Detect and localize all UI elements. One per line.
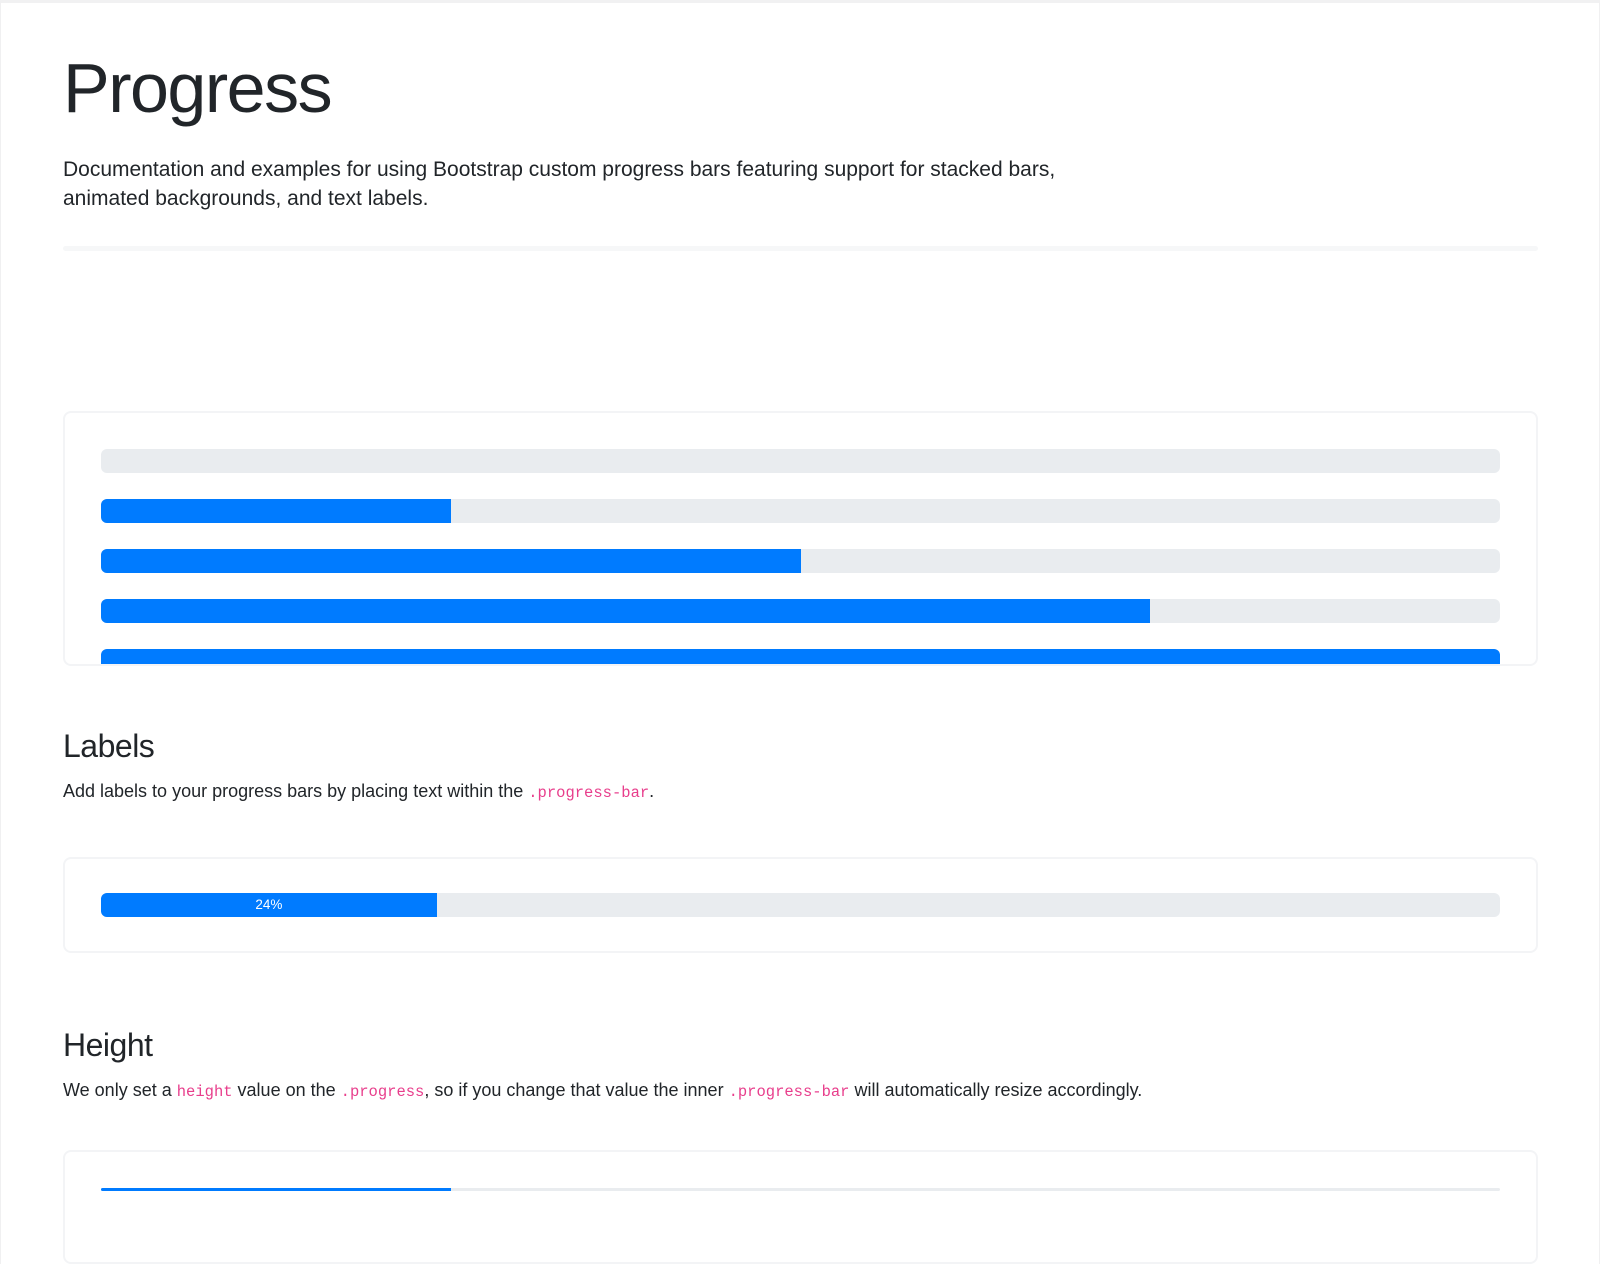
progress-track-thin (101, 1187, 1500, 1191)
section-divider (63, 245, 1538, 251)
progress-fill-50 (101, 548, 801, 573)
progress-track: 24% (101, 892, 1500, 917)
text-segment: We only set a (63, 1079, 177, 1100)
example-card-labels: 24% (63, 856, 1538, 953)
inline-code: .progress-bar (728, 1082, 850, 1101)
progress-track (101, 648, 1500, 664)
text-segment: will automatically resize accordingly. (849, 1079, 1143, 1100)
text-segment: value on the (232, 1079, 341, 1100)
inline-code: .progress-bar (528, 783, 650, 802)
height-paragraph: We only set a height value on the .progr… (63, 1077, 1538, 1106)
progress-track (101, 598, 1500, 623)
progress-fill-100 (101, 648, 1500, 664)
lead-paragraph: Documentation and examples for using Boo… (63, 155, 1538, 213)
progress-label: 24% (255, 896, 283, 912)
progress-fill-75 (101, 598, 1151, 623)
page-title: Progress (63, 49, 333, 127)
progress-fill-25 (101, 498, 451, 523)
inline-code: .progress (340, 1082, 425, 1101)
section-heading-height: Height (63, 1026, 153, 1063)
inline-code: height (176, 1082, 233, 1101)
example-card-height (63, 1149, 1538, 1264)
lead-line: animated backgrounds, and text labels. (63, 186, 429, 210)
text-segment: Add labels to your progress bars by plac… (63, 780, 529, 801)
progress-track (101, 548, 1500, 573)
labels-paragraph: Add labels to your progress bars by plac… (63, 778, 1538, 807)
progress-fill-thin (101, 1187, 451, 1191)
example-card-basic (63, 410, 1538, 666)
section-heading-labels: Labels (63, 727, 155, 764)
progress-track (101, 448, 1500, 473)
text-segment: . (649, 780, 655, 801)
lead-line: Documentation and examples for using Boo… (63, 157, 1056, 181)
content-container: Progress Documentation and examples for … (63, 3, 1538, 1264)
text-segment: , so if you change that value the inner (424, 1079, 729, 1100)
progress-track (101, 498, 1500, 523)
progress-fill-labeled: 24% (101, 892, 437, 917)
